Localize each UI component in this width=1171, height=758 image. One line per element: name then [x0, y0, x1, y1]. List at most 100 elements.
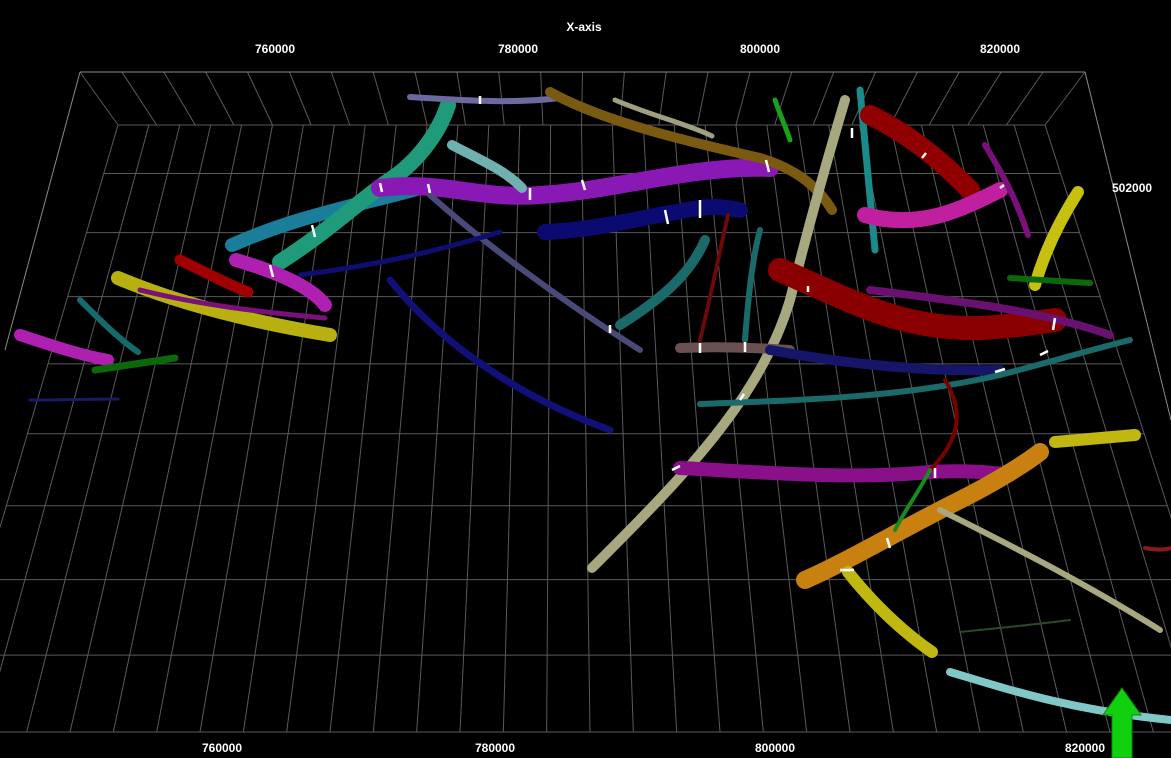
grid-line — [247, 71, 273, 126]
fault — [1049, 429, 1141, 448]
fault — [14, 329, 114, 366]
grid-line — [766, 124, 851, 733]
fault — [796, 443, 1049, 589]
fault — [587, 95, 850, 573]
grid-line — [416, 124, 459, 733]
intersection-marks — [268, 96, 1057, 572]
fault — [842, 566, 938, 658]
fault — [447, 140, 527, 193]
grid-line — [1013, 124, 1171, 649]
grid-line — [890, 71, 918, 126]
grid-line — [735, 71, 751, 126]
grid-line — [704, 124, 764, 733]
fault — [545, 87, 837, 215]
bottom-tick-label: 820000 — [1065, 741, 1105, 755]
grid-line — [372, 71, 389, 126]
fault — [742, 227, 763, 343]
fault — [697, 337, 1133, 407]
bottom-tick-label: 800000 — [755, 741, 795, 755]
top-tick-label: 820000 — [980, 42, 1020, 56]
fault — [1143, 546, 1171, 552]
grid-line — [1044, 71, 1086, 126]
grid-line — [372, 124, 428, 733]
fault — [928, 378, 959, 472]
fault — [982, 142, 1031, 238]
fault — [297, 229, 503, 278]
grid-line — [79, 71, 119, 126]
grid-line — [928, 71, 960, 126]
top-tick-label: 760000 — [255, 42, 295, 56]
grid-line — [69, 124, 212, 733]
fault — [137, 287, 328, 321]
fault — [77, 297, 141, 355]
fault — [371, 158, 779, 205]
fault — [28, 397, 120, 402]
fault — [174, 254, 254, 298]
grid-line — [812, 71, 835, 126]
fault — [772, 97, 793, 143]
fault — [856, 86, 879, 254]
grid-line — [774, 71, 793, 126]
fault — [866, 286, 1114, 339]
grid-line — [329, 124, 397, 733]
grid-line — [26, 124, 181, 733]
fault — [612, 97, 715, 139]
grid-line — [156, 124, 273, 733]
grid-line — [619, 71, 625, 126]
grid-line — [0, 124, 150, 673]
intersection-mark — [268, 96, 1057, 572]
grid-line — [982, 124, 1154, 733]
fault — [768, 258, 1067, 341]
fault — [893, 468, 932, 532]
fault — [111, 271, 337, 342]
grid-line — [696, 71, 709, 126]
grid-line — [459, 124, 490, 733]
grid-line — [121, 71, 158, 126]
fault — [615, 235, 710, 330]
fault — [229, 253, 332, 312]
fault — [1029, 186, 1084, 291]
fault — [765, 345, 1005, 376]
top-tick-label: 780000 — [498, 42, 538, 56]
grid-line — [967, 71, 1002, 126]
fault — [673, 461, 1017, 483]
bottom-tick-label: 760000 — [202, 741, 242, 755]
grid — [0, 71, 1171, 733]
fault — [386, 276, 614, 434]
fault — [937, 507, 1163, 633]
grid-line — [1005, 71, 1044, 126]
fault — [407, 94, 563, 105]
grid-line — [1044, 124, 1171, 519]
axis-title: X-axis — [566, 20, 602, 34]
top-tick-label: 800000 — [740, 42, 780, 56]
grid-line — [205, 71, 235, 126]
bounding-box — [4, 71, 1171, 421]
grid-line — [163, 71, 196, 126]
fault — [959, 619, 1071, 633]
grid-line — [735, 124, 808, 733]
grid-line — [951, 124, 1111, 733]
grid-line — [288, 71, 312, 126]
grid-line — [581, 71, 583, 126]
grid-line — [502, 124, 521, 733]
fault-surfaces — [14, 86, 1171, 724]
fault — [1007, 275, 1093, 286]
grid-line — [920, 124, 1068, 733]
grid-line — [0, 124, 119, 530]
bottom-tick-label: 780000 — [475, 741, 515, 755]
right-tick-label: 502000 — [1112, 181, 1152, 195]
grid-line — [642, 124, 678, 733]
fault — [857, 182, 1008, 229]
grid-line — [828, 124, 938, 733]
fault — [698, 213, 730, 342]
grid-line — [330, 71, 351, 126]
fault — [91, 354, 179, 374]
grid-line — [286, 124, 366, 733]
grid-line — [112, 124, 243, 733]
grid-line — [673, 124, 721, 733]
fault — [860, 105, 980, 200]
fault — [946, 668, 1171, 724]
north-arrow[interactable] — [1102, 687, 1142, 758]
